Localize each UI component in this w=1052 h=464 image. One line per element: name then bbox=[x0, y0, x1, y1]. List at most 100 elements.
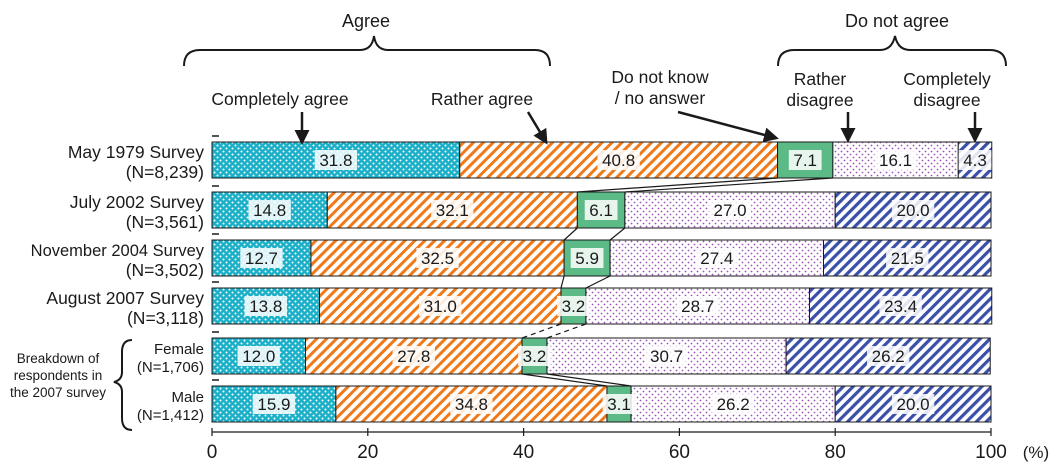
value-label-bg bbox=[711, 394, 755, 414]
value-label-bg bbox=[695, 248, 738, 268]
legend-arrow bbox=[526, 111, 548, 145]
value-label-bg bbox=[419, 296, 462, 316]
value-label: 14.8 bbox=[253, 201, 286, 220]
value-label-bg bbox=[584, 200, 618, 220]
legend-label: Rather bbox=[794, 69, 847, 89]
bar-segment bbox=[823, 239, 992, 277]
connector-line bbox=[546, 373, 632, 387]
value-label: 16.1 bbox=[879, 151, 912, 170]
value-label-bg bbox=[240, 248, 283, 268]
value-label: 26.2 bbox=[872, 347, 905, 366]
value-label-bg bbox=[676, 296, 719, 316]
value-label: 4.3 bbox=[963, 151, 987, 170]
value-label: 31.8 bbox=[319, 151, 352, 170]
value-label-bg bbox=[891, 200, 935, 220]
group-label-disagree: Do not agree bbox=[845, 11, 949, 31]
connector-line bbox=[577, 177, 778, 193]
bar-segment bbox=[609, 239, 825, 277]
value-label-bg bbox=[879, 296, 922, 316]
row-label: November 2004 Survey bbox=[31, 242, 205, 260]
connector-line bbox=[609, 227, 626, 241]
legend-label: Completely bbox=[903, 69, 991, 89]
row-label: May 1979 Survey bbox=[68, 142, 204, 162]
legend-label: Do not know bbox=[611, 67, 709, 87]
value-label: 3.1 bbox=[607, 395, 631, 414]
legend-label: disagree bbox=[786, 90, 853, 110]
row-label: Male bbox=[171, 389, 204, 406]
value-label: 12.7 bbox=[245, 249, 278, 268]
value-label: 30.7 bbox=[650, 347, 683, 366]
connector-line bbox=[560, 275, 565, 289]
value-label: 26.2 bbox=[717, 395, 750, 414]
value-label-bg bbox=[244, 296, 287, 316]
row-n-label: (N=3,118) bbox=[127, 308, 204, 328]
x-tick-label: 100 bbox=[975, 442, 1007, 463]
value-label: 21.5 bbox=[891, 249, 924, 268]
value-label-bg bbox=[314, 150, 358, 170]
connector-line bbox=[546, 323, 587, 339]
group-label-agree: Agree bbox=[342, 11, 390, 31]
breakdown-label: the 2007 survey bbox=[10, 385, 106, 400]
row-label: Female bbox=[154, 341, 204, 358]
value-label-bg bbox=[570, 248, 604, 268]
value-label-bg bbox=[708, 200, 752, 220]
value-label: 31.0 bbox=[424, 297, 457, 316]
value-label-bg bbox=[602, 394, 636, 414]
value-label: 5.9 bbox=[575, 249, 599, 268]
value-label: 27.8 bbox=[397, 347, 430, 366]
value-label: 32.1 bbox=[436, 201, 469, 220]
value-label: 7.1 bbox=[793, 151, 817, 170]
value-label-bg bbox=[866, 346, 910, 366]
row-label: August 2007 Survey bbox=[46, 288, 204, 308]
x-tick-label: 20 bbox=[357, 442, 378, 463]
value-label-bg bbox=[645, 346, 688, 366]
row-n-label: (N=3,561) bbox=[126, 212, 204, 232]
value-label-bg bbox=[431, 200, 474, 220]
value-label: 28.7 bbox=[681, 297, 714, 316]
connector-line bbox=[521, 323, 562, 339]
value-label: 40.8 bbox=[602, 151, 635, 170]
value-label-bg bbox=[237, 346, 280, 366]
value-label: 20.0 bbox=[897, 395, 930, 414]
value-label: 6.1 bbox=[589, 201, 613, 220]
connector-line bbox=[585, 275, 611, 289]
value-label: 27.4 bbox=[700, 249, 733, 268]
x-tick-label: 80 bbox=[825, 442, 846, 463]
value-label: 23.4 bbox=[884, 297, 917, 316]
connector-line bbox=[624, 177, 833, 193]
agree-brace bbox=[183, 35, 551, 67]
breakdown-label: Breakdown of bbox=[17, 351, 100, 366]
disagree-brace bbox=[777, 35, 1007, 67]
value-label-bg bbox=[874, 150, 917, 170]
value-label-bg bbox=[788, 150, 822, 170]
value-label: 3.2 bbox=[523, 347, 547, 366]
value-label-bg bbox=[518, 346, 551, 366]
value-label-bg bbox=[886, 248, 929, 268]
value-label-bg bbox=[958, 150, 992, 170]
row-n-label: (N=1,412) bbox=[137, 407, 204, 424]
x-tick-label: 60 bbox=[669, 442, 690, 463]
value-label: 34.8 bbox=[455, 395, 488, 414]
legend-label: Rather agree bbox=[431, 89, 533, 109]
value-label-bg bbox=[557, 296, 590, 316]
x-unit-label: (%) bbox=[1023, 443, 1049, 462]
x-tick-label: 0 bbox=[207, 442, 218, 463]
value-label: 3.2 bbox=[562, 297, 586, 316]
connector-line bbox=[521, 373, 608, 387]
legend-arrow bbox=[677, 110, 779, 143]
breakdown-brace bbox=[113, 339, 133, 431]
x-tick-label: 40 bbox=[513, 442, 534, 463]
value-label-bg bbox=[891, 394, 935, 414]
legend-label: disagree bbox=[913, 90, 980, 110]
value-label: 32.5 bbox=[421, 249, 454, 268]
value-label: 12.0 bbox=[242, 347, 275, 366]
value-label-bg bbox=[252, 394, 296, 414]
breakdown-label: respondents in bbox=[14, 368, 103, 383]
row-n-label: (N=8,239) bbox=[126, 162, 204, 182]
value-label: 27.0 bbox=[713, 201, 746, 220]
row-label: July 2002 Survey bbox=[70, 192, 204, 212]
value-label: 15.9 bbox=[257, 395, 290, 414]
connector-line bbox=[563, 227, 578, 241]
legend-label: / no answer bbox=[615, 88, 706, 108]
